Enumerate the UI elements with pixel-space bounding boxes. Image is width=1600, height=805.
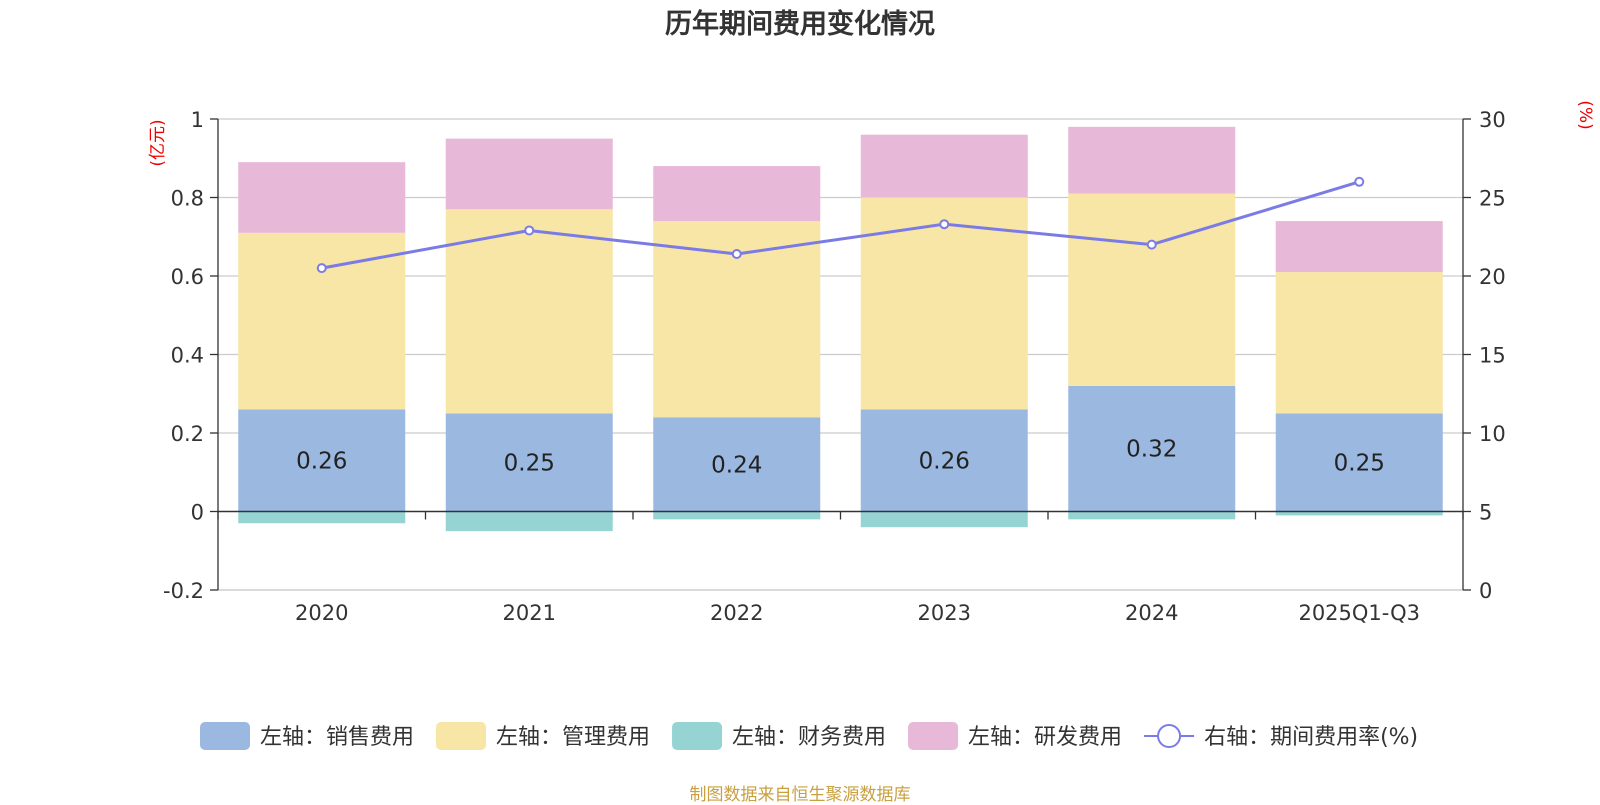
right-axis-unit: (%) bbox=[1575, 100, 1595, 129]
bar-segment bbox=[1068, 511, 1236, 520]
category-label: 2023 bbox=[918, 601, 971, 625]
bar-value-label: 0.25 bbox=[1334, 450, 1385, 476]
left-tick-label: -0.2 bbox=[163, 579, 204, 603]
bar-segment bbox=[445, 413, 613, 512]
bar-segment bbox=[445, 511, 613, 532]
bar-value-label: 0.25 bbox=[504, 450, 555, 476]
legend-label[interactable]: 左轴：销售费用 bbox=[260, 725, 414, 750]
bar-segment bbox=[238, 409, 406, 512]
left-tick-label: 0.6 bbox=[171, 265, 204, 289]
legend-swatch[interactable] bbox=[908, 722, 959, 750]
left-tick-label: 0.4 bbox=[171, 344, 204, 368]
legend-label[interactable]: 左轴：研发费用 bbox=[968, 725, 1122, 750]
left-tick-label: 0 bbox=[191, 501, 204, 525]
legend-label[interactable]: 左轴：财务费用 bbox=[732, 725, 886, 750]
bar-segment bbox=[1275, 221, 1443, 273]
legend-swatch[interactable] bbox=[436, 722, 487, 750]
legend-label[interactable]: 右轴：期间费用率(%) bbox=[1204, 725, 1418, 750]
chart-title: 历年期间费用变化情况 bbox=[665, 9, 935, 40]
bar-segment bbox=[653, 417, 821, 512]
source-note: 制图数据来自恒生聚源数据库 bbox=[689, 785, 911, 805]
bar-segment bbox=[860, 409, 1028, 512]
right-tick-label: 30 bbox=[1479, 108, 1506, 132]
bar-segment bbox=[653, 166, 821, 222]
bar-value-label: 0.32 bbox=[1126, 437, 1177, 463]
bar-segment bbox=[860, 511, 1028, 528]
rate-point bbox=[316, 263, 327, 274]
gridlines bbox=[218, 118, 1463, 591]
rate-point bbox=[939, 219, 950, 230]
category-label: 2024 bbox=[1125, 601, 1178, 625]
category-label: 2025Q1-Q3 bbox=[1298, 601, 1420, 625]
left-tick-label: 0.2 bbox=[171, 422, 204, 446]
legend-swatch[interactable] bbox=[672, 722, 723, 750]
right-tick-label: 10 bbox=[1479, 422, 1506, 446]
right-tick-label: 0 bbox=[1479, 579, 1492, 603]
legend-marker[interactable] bbox=[1157, 724, 1182, 748]
bar-segment bbox=[445, 138, 613, 210]
bar-segment bbox=[1275, 511, 1443, 516]
bar-segment bbox=[445, 209, 613, 414]
left-axis-unit: (亿元) bbox=[148, 119, 168, 166]
legend: 左轴：销售费用 左轴：管理费用 左轴：财务费用 左轴：研发费用 右轴：期间费用率(%) bbox=[200, 722, 1418, 750]
bar-segment bbox=[653, 511, 821, 520]
legend-swatch[interactable] bbox=[200, 722, 250, 750]
bar-segment bbox=[238, 511, 406, 524]
category-label: 2020 bbox=[295, 601, 348, 625]
right-tick-label: 5 bbox=[1479, 501, 1492, 525]
bar-value-label: 0.26 bbox=[296, 448, 347, 474]
bar-segment bbox=[1068, 126, 1236, 194]
data-labels: 0.26 0.25 0.24 0.26 0.32 0.25 bbox=[296, 437, 1385, 479]
bar-segment bbox=[238, 162, 406, 233]
right-tick-label: 25 bbox=[1479, 187, 1506, 211]
left-tick-label: 0.8 bbox=[171, 187, 204, 211]
bars bbox=[238, 126, 1443, 532]
bar-segment bbox=[1275, 272, 1443, 414]
bar-segment bbox=[1068, 193, 1236, 386]
rate-point bbox=[1146, 239, 1157, 250]
rate-point bbox=[731, 249, 742, 260]
right-tick-label: 15 bbox=[1479, 344, 1506, 368]
bar-segment bbox=[1068, 385, 1236, 512]
rate-point bbox=[524, 225, 535, 236]
category-label: 2021 bbox=[503, 601, 556, 625]
bar-value-label: 0.24 bbox=[711, 452, 762, 478]
bar-value-label: 0.26 bbox=[919, 448, 970, 474]
axes: -0.200.20.40.60.81051015202530(亿元)(%)202… bbox=[148, 100, 1595, 625]
bar-segment bbox=[1275, 413, 1443, 512]
legend-label[interactable]: 左轴：管理费用 bbox=[496, 725, 650, 750]
bar-segment bbox=[238, 232, 406, 410]
left-tick-label: 1 bbox=[191, 108, 204, 132]
bar-segment bbox=[860, 134, 1028, 198]
right-tick-label: 20 bbox=[1479, 265, 1506, 289]
category-label: 2022 bbox=[710, 601, 763, 625]
rate-point bbox=[1354, 176, 1365, 187]
rate-line-path bbox=[321, 180, 1360, 270]
rate-line bbox=[316, 176, 1365, 274]
